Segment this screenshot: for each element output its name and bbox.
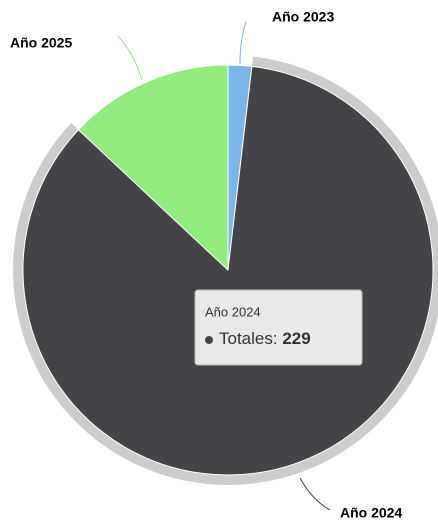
tooltip-box <box>194 289 363 366</box>
connector <box>239 21 247 65</box>
tooltip-text: Totales: 229 <box>219 329 311 348</box>
pie-slice <box>77 64 229 272</box>
connector <box>299 477 331 511</box>
slice-label: Año 2023 <box>272 9 334 25</box>
slice-label: Año 2024 <box>340 505 402 521</box>
tooltip-series: Totales: <box>219 329 278 348</box>
tooltip-bullet <box>205 336 213 344</box>
slices <box>13 56 438 485</box>
tooltip-category: Año 2024 <box>205 304 261 319</box>
pie-slice <box>22 65 434 476</box>
slice-label: Año 2025 <box>10 35 72 51</box>
tooltip: Año 2024 Totales: 229 <box>194 289 363 366</box>
tooltip-value: 229 <box>282 329 310 348</box>
connector <box>117 35 143 81</box>
